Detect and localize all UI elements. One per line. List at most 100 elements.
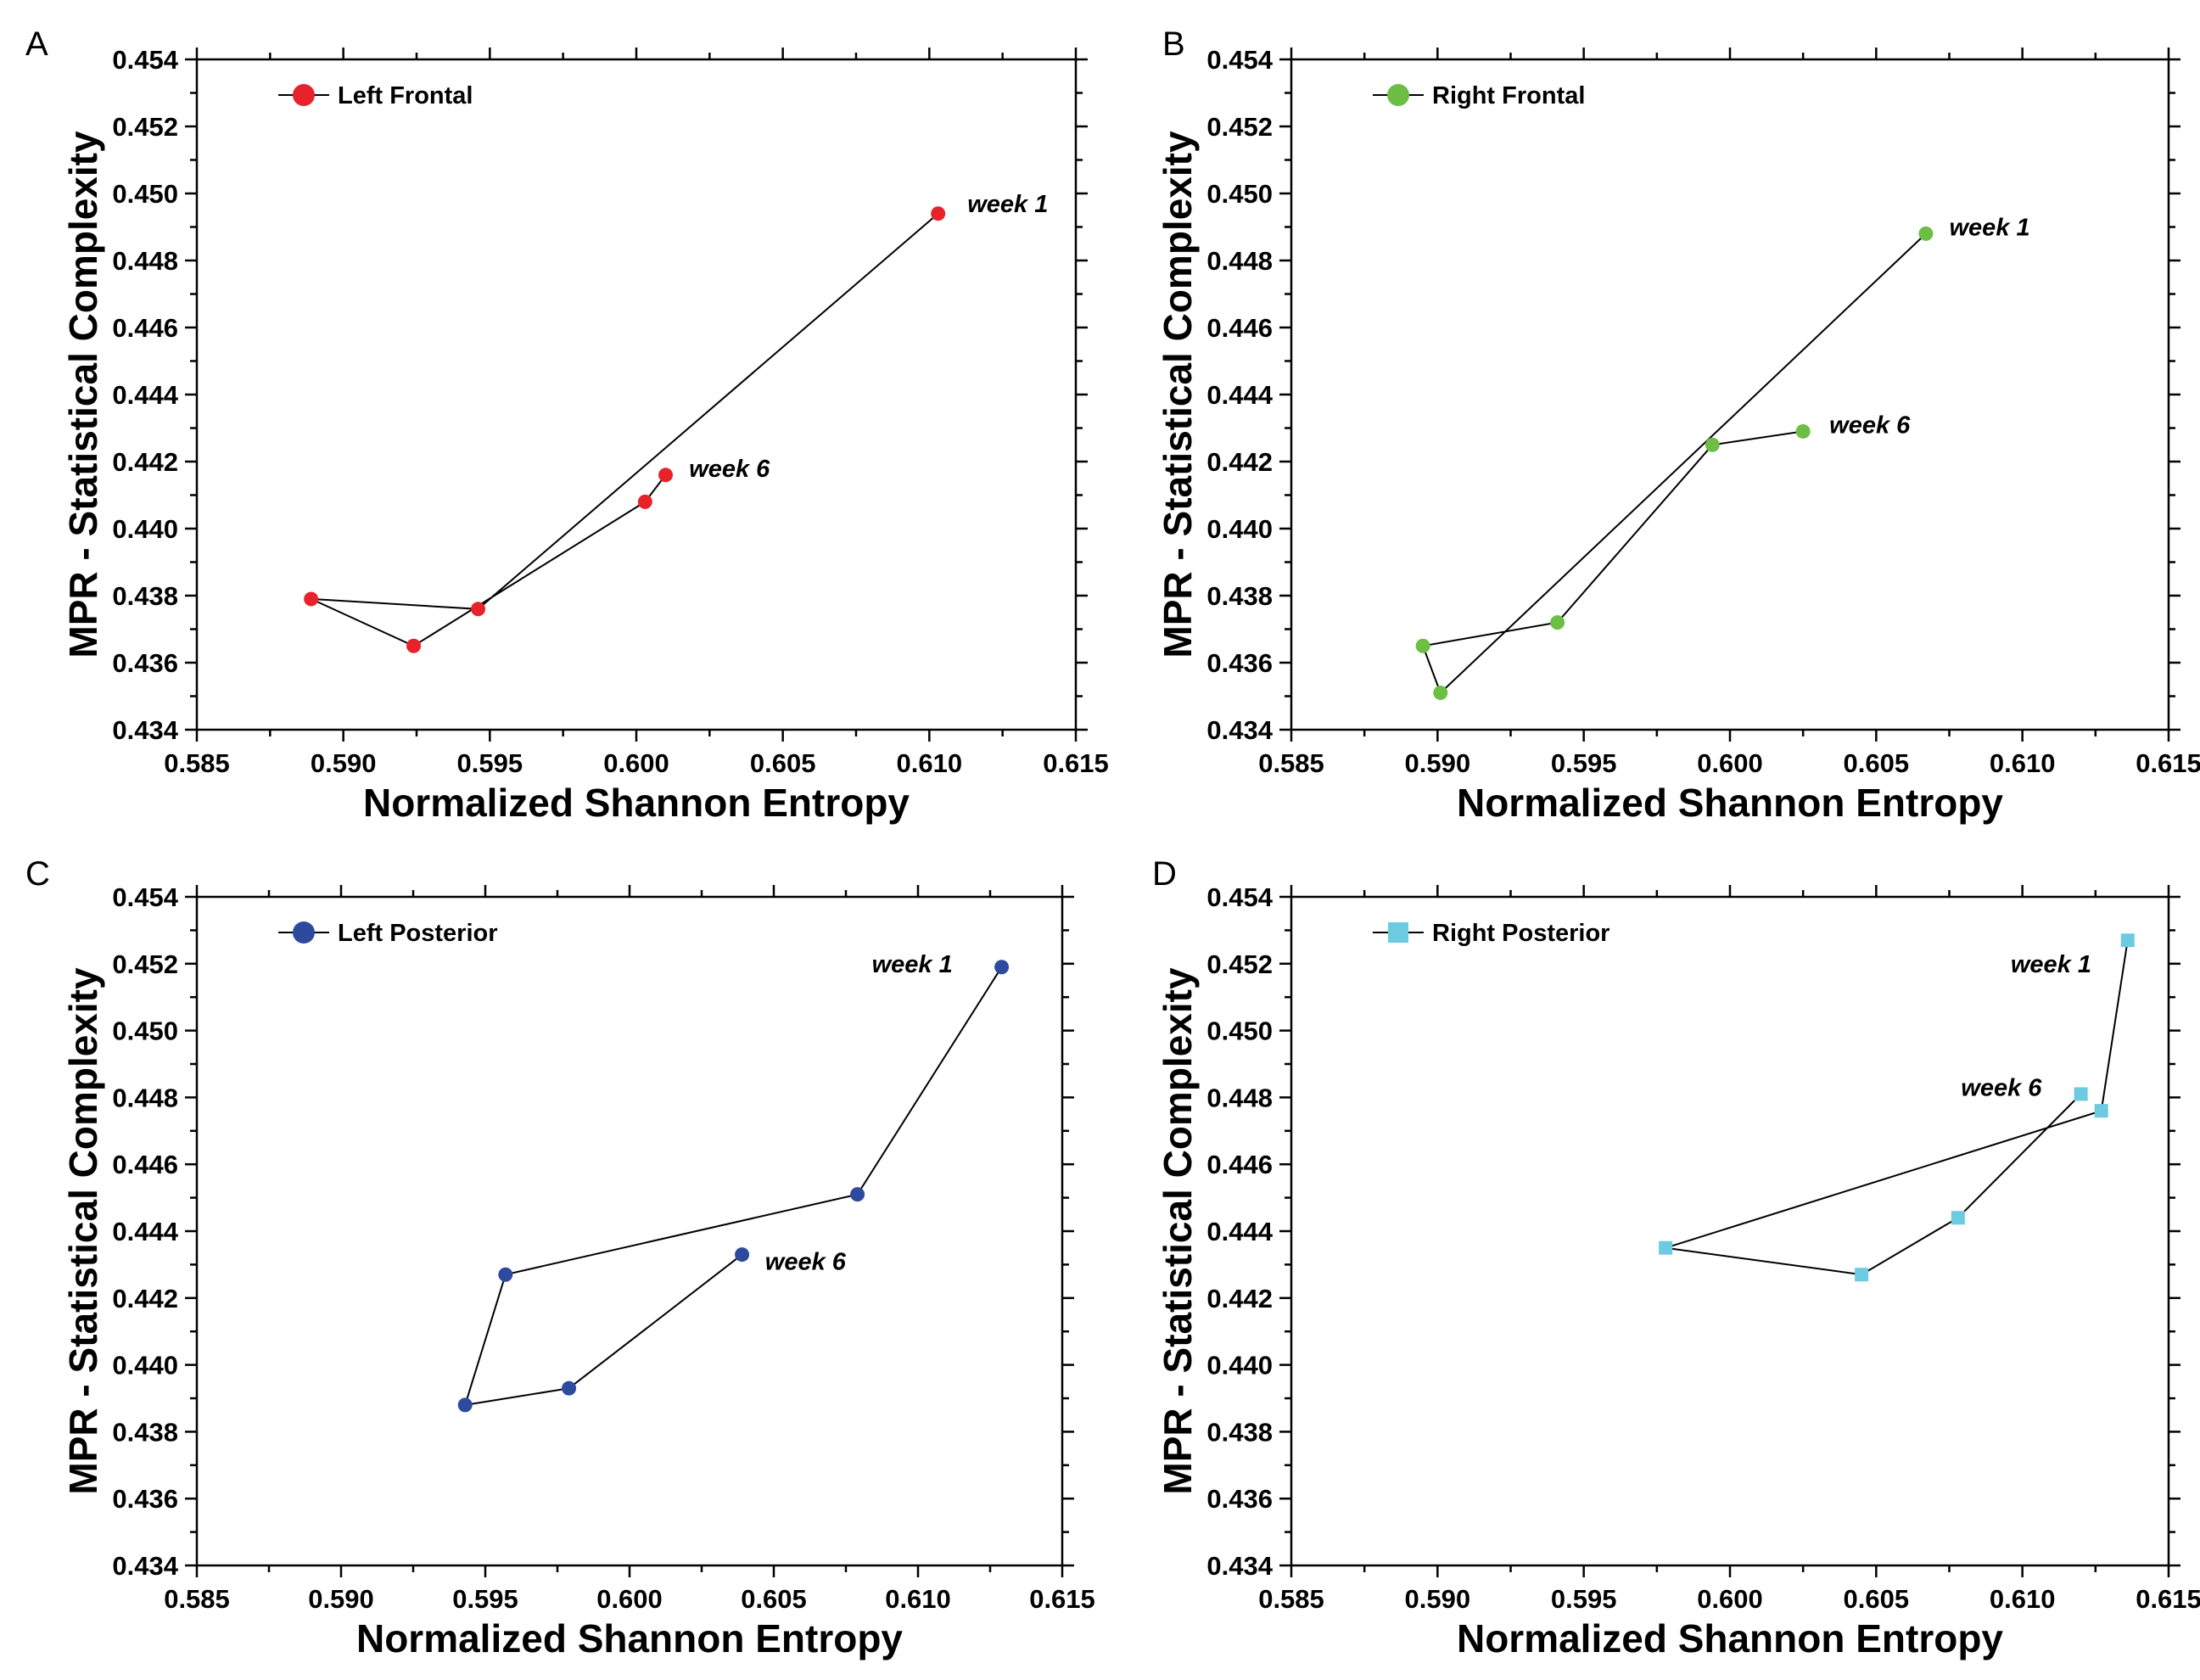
data-point xyxy=(2094,1104,2108,1118)
panel-a: A 0.585 0.590 0.595 0.600 0.605 0.610 0.615 0.43… xyxy=(25,25,1109,825)
x-tick-label: 0.610 xyxy=(1990,748,2056,778)
x-tick-label: 0.615 xyxy=(1043,748,1109,778)
annotation-label: week 1 xyxy=(1950,215,2030,242)
data-point xyxy=(1951,1211,1965,1225)
y-tick-label: 0.448 xyxy=(1206,246,1273,276)
data-point xyxy=(1795,423,1811,439)
x-tick-label: 0.605 xyxy=(750,748,816,778)
annotation-label: week 6 xyxy=(1829,412,1911,440)
x-tick-label: 0.590 xyxy=(1405,1584,1471,1614)
legend: Right Posterior xyxy=(1373,920,1609,947)
y-tick-label: 0.438 xyxy=(1206,1417,1273,1447)
x-tick-label: 0.610 xyxy=(885,1584,951,1614)
y-tick-label: 0.434 xyxy=(1206,715,1273,745)
y-tick-label: 0.440 xyxy=(112,514,178,544)
series xyxy=(1415,226,1934,701)
y-tick-label: 0.436 xyxy=(112,1484,178,1514)
y-tick-label: 0.442 xyxy=(112,447,178,477)
data-point xyxy=(1550,615,1565,630)
data-point xyxy=(304,591,319,607)
plot-frame xyxy=(195,895,1064,1567)
x-tick-label: 0.600 xyxy=(1697,748,1763,778)
series xyxy=(304,206,946,653)
legend-marker xyxy=(1388,922,1408,943)
plot-frame xyxy=(1290,58,2170,731)
y-tick-label: 0.440 xyxy=(1206,514,1273,544)
x-tick-label: 0.590 xyxy=(311,748,377,778)
x-tick-label: 0.585 xyxy=(164,748,230,778)
x-tick-label: 0.595 xyxy=(1551,1584,1617,1614)
series xyxy=(1659,933,2135,1282)
y-tick-label: 0.438 xyxy=(112,581,178,611)
data-point xyxy=(562,1380,577,1396)
data-point xyxy=(2074,1087,2088,1101)
y-tick-label: 0.450 xyxy=(112,179,178,209)
y-tick-label: 0.440 xyxy=(1206,1351,1273,1380)
y-tick-label: 0.440 xyxy=(112,1351,178,1380)
x-tick-label: 0.610 xyxy=(897,748,963,778)
y-tick-label: 0.436 xyxy=(1206,1484,1273,1514)
x-tick-label: 0.605 xyxy=(1844,748,1910,778)
y-tick-label: 0.434 xyxy=(112,1551,178,1581)
y-tick-label: 0.452 xyxy=(112,949,178,979)
data-point xyxy=(471,602,486,617)
x-tick-label: 0.605 xyxy=(741,1584,807,1614)
x-tick-label: 0.615 xyxy=(1029,1584,1095,1614)
data-point xyxy=(994,960,1010,975)
x-tick-label: 0.595 xyxy=(452,1584,518,1614)
y-tick-label: 0.442 xyxy=(1206,447,1273,477)
y-axis-title: MPR - Statistical Complexity xyxy=(61,967,105,1495)
legend-label: Right Posterior xyxy=(1432,920,1609,947)
y-tick-label: 0.450 xyxy=(1206,1016,1273,1046)
y-tick-label: 0.446 xyxy=(112,1150,178,1179)
y-tick-label: 0.434 xyxy=(1206,1551,1273,1581)
series-line xyxy=(463,966,1003,1407)
y-tick-label: 0.450 xyxy=(1206,179,1273,209)
x-tick-label: 0.585 xyxy=(1258,1584,1324,1614)
y-tick-label: 0.448 xyxy=(112,246,178,276)
legend: Left Posterior xyxy=(278,920,498,947)
data-point xyxy=(1918,226,1934,241)
plot-frame xyxy=(195,58,1078,731)
x-tick-label: 0.600 xyxy=(596,1584,663,1614)
y-tick-label: 0.448 xyxy=(1206,1083,1273,1112)
y-tick-label: 0.442 xyxy=(112,1284,178,1313)
data-point xyxy=(1705,437,1720,452)
y-axis-title: MPR - Statistical Complexity xyxy=(1156,131,1200,658)
series-line xyxy=(1665,940,2129,1276)
y-tick-label: 0.444 xyxy=(1206,1217,1273,1246)
y-tick-label: 0.454 xyxy=(1206,45,1273,75)
panel-d: D 0.585 0.590 0.595 0.600 0.605 0.610 0.615 0.43… xyxy=(1152,855,2200,1660)
y-tick-label: 0.448 xyxy=(112,1083,178,1112)
x-axis-title: Normalized Shannon Entropy xyxy=(1457,1616,2003,1660)
annotation-label: week 6 xyxy=(765,1248,847,1275)
y-tick-label: 0.446 xyxy=(1206,313,1273,343)
data-point xyxy=(1659,1240,1673,1255)
annotation-label: week 1 xyxy=(2011,951,2091,978)
panel-letter: C xyxy=(25,855,50,893)
data-point xyxy=(498,1267,513,1282)
data-point xyxy=(1433,686,1448,701)
x-tick-label: 0.600 xyxy=(1697,1584,1763,1614)
x-tick-label: 0.610 xyxy=(1990,1584,2056,1614)
y-tick-label: 0.446 xyxy=(112,313,178,343)
y-tick-label: 0.452 xyxy=(112,112,178,142)
y-tick-label: 0.442 xyxy=(1206,1284,1273,1313)
annotation-label: week 6 xyxy=(1961,1075,2042,1102)
x-tick-label: 0.595 xyxy=(1551,748,1617,778)
legend-label: Right Frontal xyxy=(1432,82,1585,109)
y-tick-label: 0.454 xyxy=(112,882,178,912)
y-tick-label: 0.454 xyxy=(1206,882,1273,912)
x-tick-label: 0.615 xyxy=(2136,748,2200,778)
data-point xyxy=(735,1247,750,1263)
y-tick-label: 0.436 xyxy=(1206,648,1273,678)
y-tick-label: 0.444 xyxy=(112,1217,178,1246)
x-axis-title: Normalized Shannon Entropy xyxy=(356,1616,903,1660)
legend-marker xyxy=(293,921,315,944)
x-tick-label: 0.605 xyxy=(1844,1584,1910,1614)
x-tick-label: 0.585 xyxy=(164,1584,230,1614)
y-tick-label: 0.434 xyxy=(112,715,178,745)
legend-marker xyxy=(1387,84,1409,106)
x-axis-title: Normalized Shannon Entropy xyxy=(363,781,910,825)
